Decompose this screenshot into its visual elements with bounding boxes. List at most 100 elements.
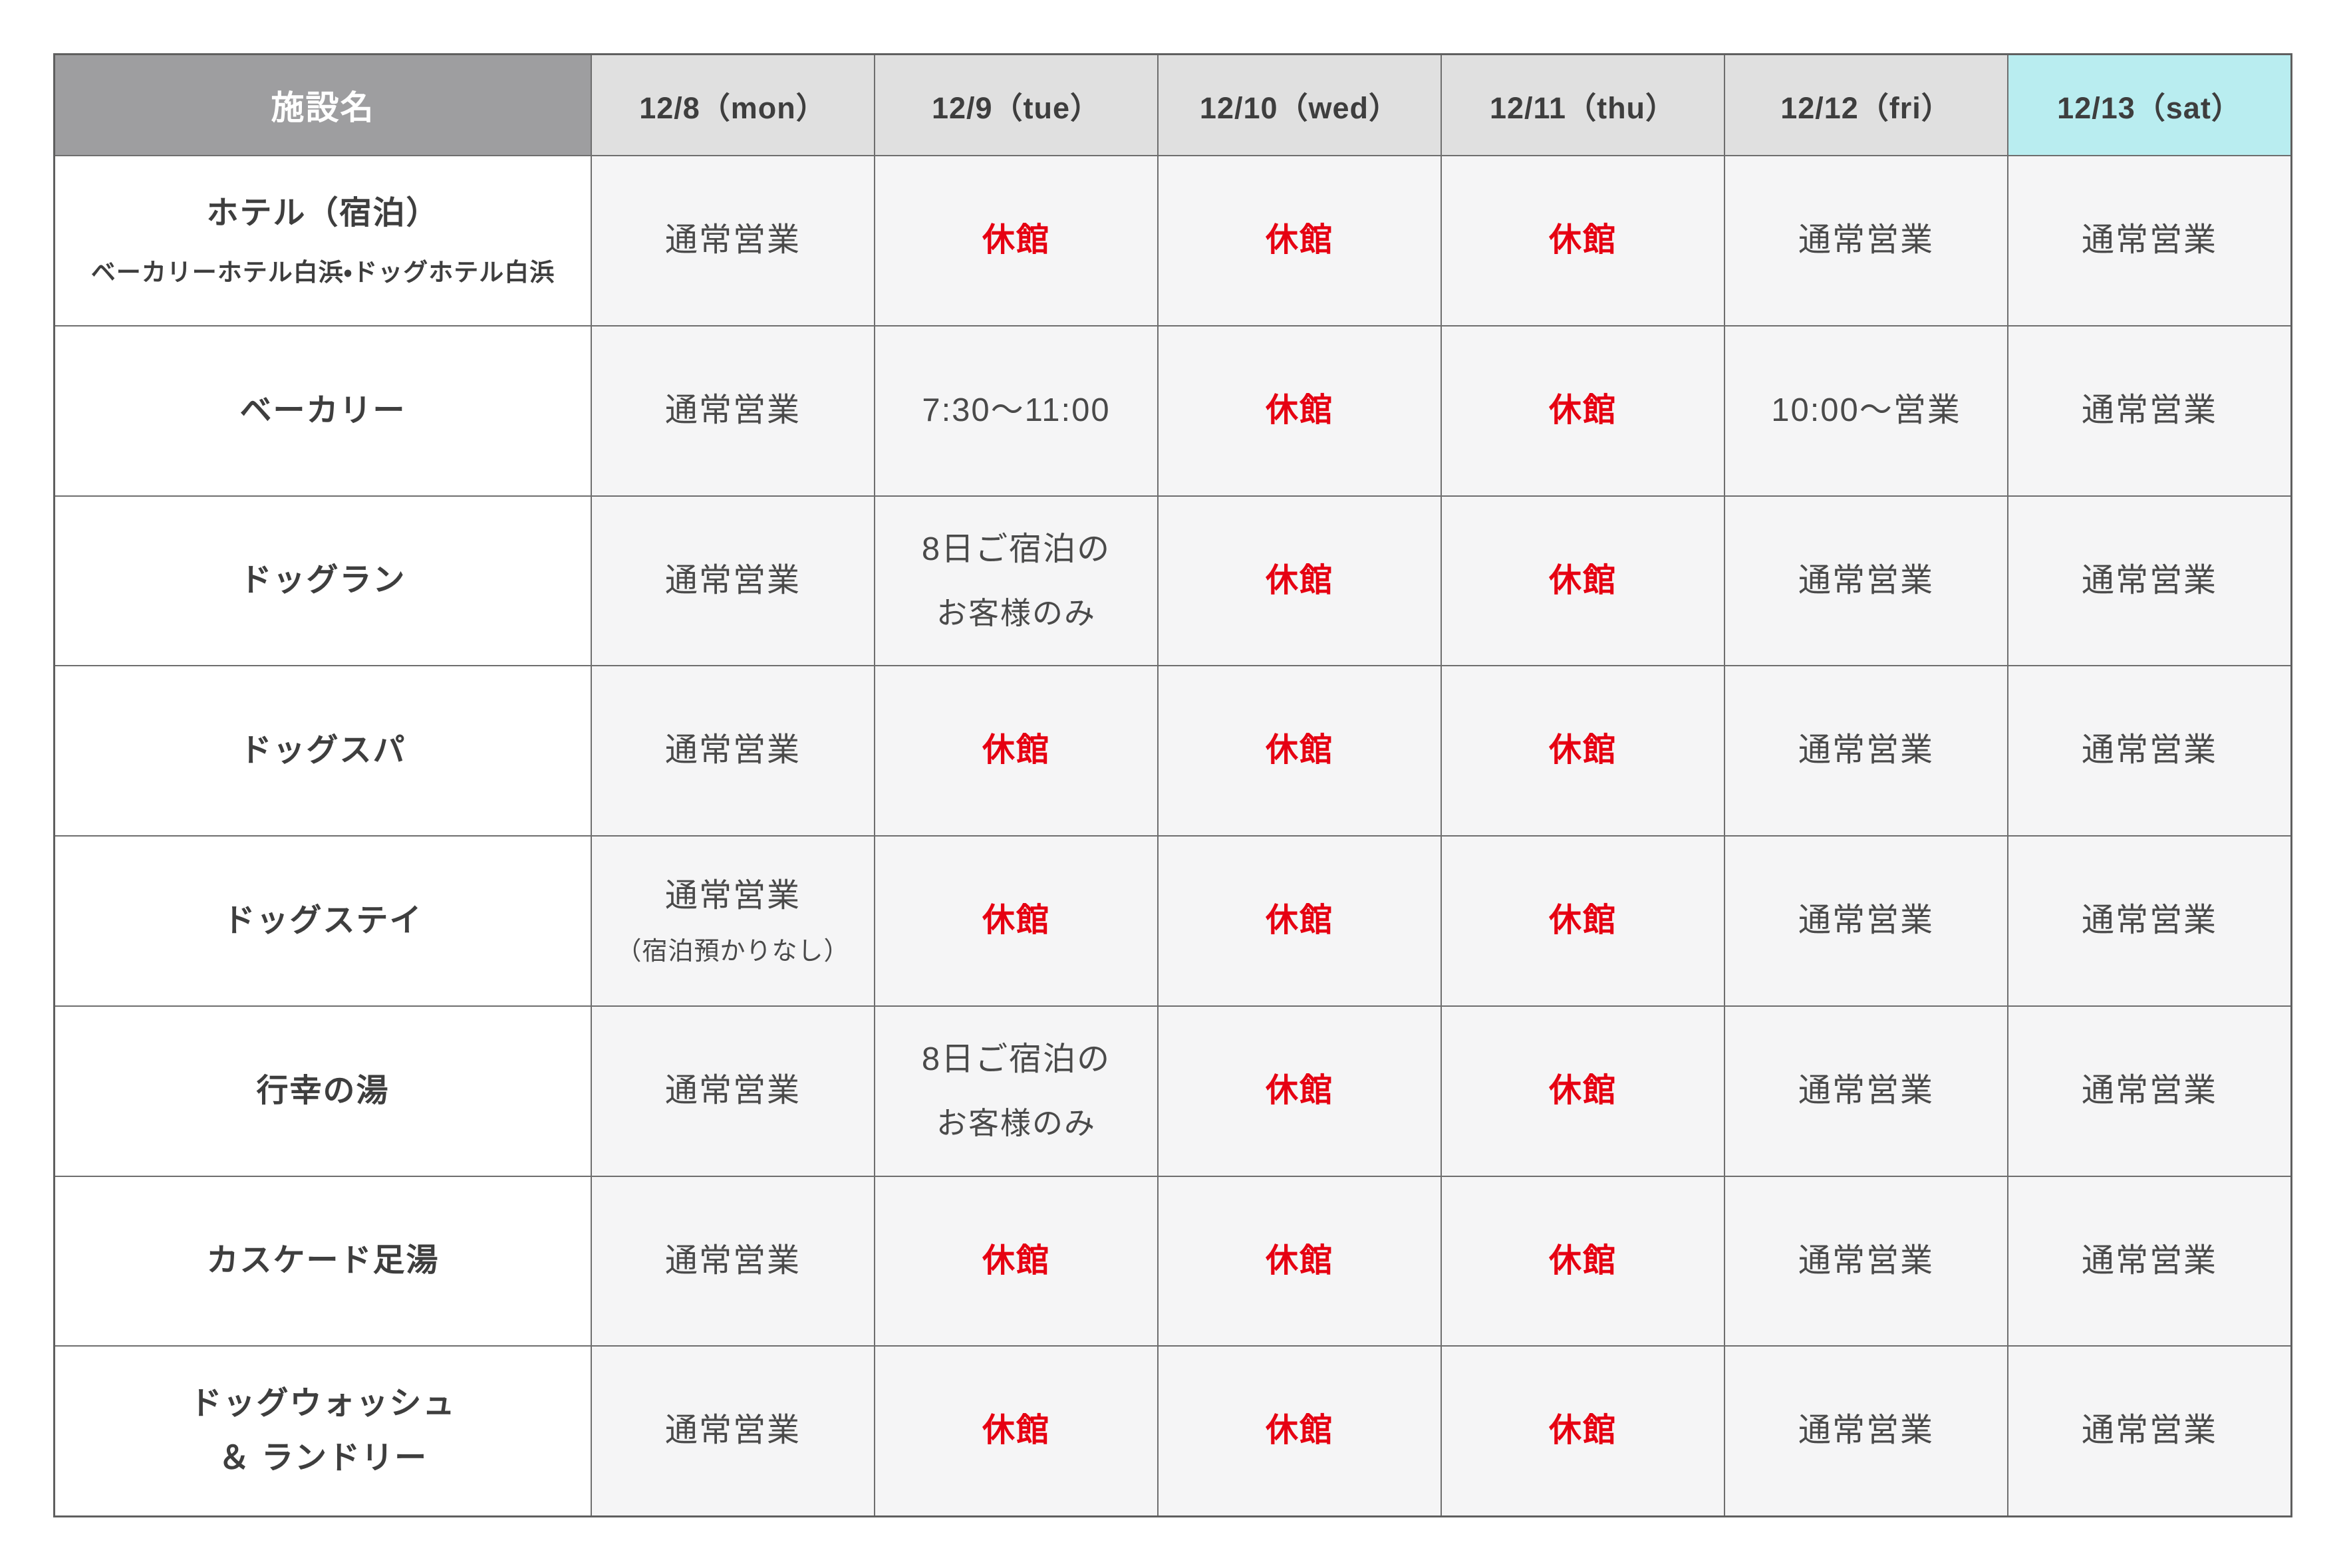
status-text: 休館 [1548,732,1617,769]
schedule-cell-tue: 7:30〜11:00 [874,326,1157,495]
schedule-cell-tue: 休館 [874,837,1157,1005]
status-text: 通常営業 [664,1242,801,1279]
facility-name-cell: ドッグスパ [55,666,591,835]
table-body: ホテル（宿泊） ベーカリーホテル白浜・ドッグホテル白浜 通常営業 休館 休館 休… [55,155,2290,1515]
status-text: 10:00〜営業 [1771,392,1961,428]
schedule-cell-mon: 通常営業 [591,1006,874,1176]
status-text: 休館 [1265,392,1333,428]
table-row: ドッグラン 通常営業 8日ご宿泊の お客様のみ 休館 休館 通常営業 [55,495,2290,666]
status-text: 通常営業 [2081,1242,2217,1279]
schedule-cell-wed: 休館 [1157,1006,1441,1176]
schedule-cell-mon: 通常営業 [591,666,874,835]
table-row: ドッグステイ 通常営業 （宿泊預かりなし） 休館 休館 休館 通常営業 [55,835,2290,1005]
header-cell-facility: 施設名 [55,55,591,155]
schedule-cell-thu: 休館 [1441,837,1724,1005]
schedule-cell-tue: 休館 [874,156,1157,325]
facility-name-cell: ドッグラン [55,496,591,666]
status-text: 休館 [982,1242,1050,1279]
header-cell-day-mon: 12/8（mon） [591,55,874,155]
status-text: 8日ご宿泊の [921,531,1111,567]
status-text: 休館 [1265,1412,1333,1449]
facility-name-cell: ドッグウォッシュ ＆ ランドリー [55,1347,591,1515]
header-cell-day-tue: 12/9（tue） [874,55,1157,155]
schedule-cell-wed: 休館 [1157,326,1441,495]
status-text: 休館 [1548,392,1617,428]
status-text: 休館 [1548,1242,1617,1279]
header-cell-day-thu: 12/11（thu） [1441,55,1724,155]
schedule-cell-mon: 通常営業 [591,1347,874,1515]
status-text: 休館 [1265,562,1333,598]
status-text: 通常営業 [2081,1072,2217,1109]
schedule-cell-wed: 休館 [1157,666,1441,835]
facility-name: 行幸の湯 [256,1073,390,1109]
facility-name: ホテル（宿泊） [206,195,440,231]
status-text: 7:30〜11:00 [922,392,1111,428]
schedule-cell-fri: 通常営業 [1724,156,2007,325]
facility-name-cell: ベーカリー [55,326,591,495]
status-text: 8日ご宿泊の [921,1041,1111,1077]
table-header-row: 施設名 12/8（mon） 12/9（tue） 12/10（wed） 12/11… [55,55,2290,155]
status-subtext: （宿泊預かりなし） [616,938,850,966]
facility-name-cell: ホテル（宿泊） ベーカリーホテル白浜・ドッグホテル白浜 [55,156,591,325]
table-row: 行幸の湯 通常営業 8日ご宿泊の お客様のみ 休館 休館 通常営業 [55,1005,2290,1176]
day-header-label: 12/11（thu） [1489,90,1677,125]
schedule-cell-sat: 通常営業 [2007,1006,2290,1176]
schedule-cell-wed: 休館 [1157,1176,1441,1346]
status-text: 休館 [1548,222,1617,259]
schedule-cell-mon: 通常営業 [591,1176,874,1346]
facility-name-cell: 行幸の湯 [55,1006,591,1176]
status-text: 通常営業 [664,732,801,769]
schedule-cell-tue: 8日ご宿泊の お客様のみ [874,496,1157,666]
status-text: 通常営業 [2081,222,2217,259]
status-text: 通常営業 [1798,562,1934,598]
status-text: 休館 [982,732,1050,769]
status-text: 休館 [1548,1412,1617,1449]
schedule-cell-mon: 通常営業 （宿泊預かりなし） [591,837,874,1005]
status-text: 通常営業 [664,222,801,259]
status-text: 通常営業 [664,562,801,598]
schedule-cell-mon: 通常営業 [591,156,874,325]
schedule-cell-thu: 休館 [1441,1006,1724,1176]
schedule-cell-mon: 通常営業 [591,326,874,495]
status-text: 休館 [1265,222,1333,259]
schedule-cell-fri: 通常営業 [1724,496,2007,666]
status-text-line2: お客様のみ [936,1106,1096,1141]
schedule-cell-thu: 休館 [1441,666,1724,835]
status-text: 通常営業 [2081,732,2217,769]
schedule-cell-fri: 通常営業 [1724,1347,2007,1515]
status-text: 通常営業 [664,1072,801,1109]
status-text: 休館 [1265,1072,1333,1109]
schedule-cell-tue: 休館 [874,1176,1157,1346]
day-header-label: 12/10（wed） [1199,90,1400,125]
operating-schedule-table: 施設名 12/8（mon） 12/9（tue） 12/10（wed） 12/11… [53,53,2292,1517]
facility-name-cell: カスケード足湯 [55,1176,591,1346]
day-header-label: 12/12（fri） [1780,90,1952,125]
schedule-cell-sat: 通常営業 [2007,1176,2290,1346]
schedule-cell-wed: 休館 [1157,837,1441,1005]
status-text: 通常営業 [664,392,801,428]
schedule-cell-tue: 休館 [874,1347,1157,1515]
schedule-cell-thu: 休館 [1441,326,1724,495]
facility-subtitle: ベーカリーホテル白浜・ドッグホテル白浜 [90,258,555,286]
schedule-cell-sat: 通常営業 [2007,1347,2290,1515]
status-text: 休館 [1265,732,1333,769]
table-row: ドッグウォッシュ ＆ ランドリー 通常営業 休館 休館 休館 通常営業 [55,1345,2290,1515]
facility-name: ベーカリー [239,392,406,428]
header-cell-day-fri: 12/12（fri） [1724,55,2007,155]
status-text: 通常営業 [1798,902,1934,939]
schedule-cell-fri: 通常営業 [1724,666,2007,835]
facility-name: ドッグスパ [239,733,406,769]
schedule-cell-wed: 休館 [1157,1347,1441,1515]
status-text: 休館 [982,222,1050,259]
schedule-cell-thu: 休館 [1441,496,1724,666]
status-text: 休館 [1548,562,1617,598]
status-text: 休館 [1548,902,1617,939]
status-text: 通常営業 [664,877,801,914]
status-text: 休館 [982,1412,1050,1449]
facility-name: カスケード足湯 [206,1243,440,1279]
schedule-cell-sat: 通常営業 [2007,837,2290,1005]
table-row: ドッグスパ 通常営業 休館 休館 休館 通常営業 [55,665,2290,835]
facility-name: ドッグウォッシュ [190,1386,456,1422]
schedule-cell-fri: 通常営業 [1724,837,2007,1005]
